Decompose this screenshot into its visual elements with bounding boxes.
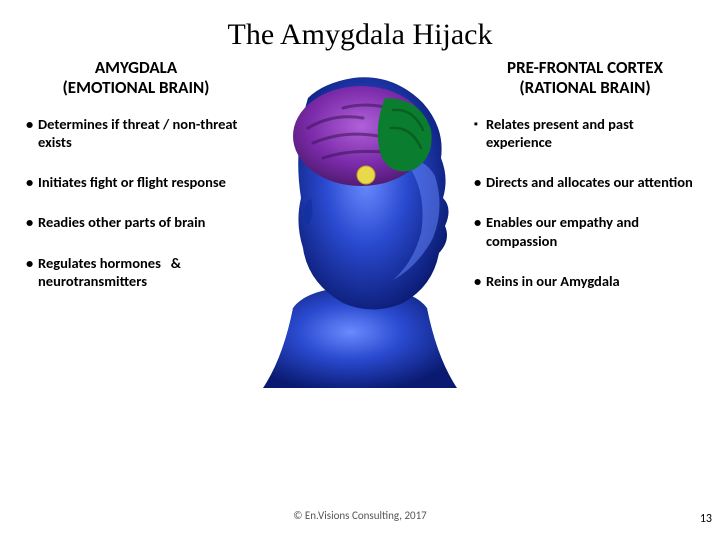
brain-head-illustration — [253, 58, 467, 388]
list-item: Initiates fight or flight response — [26, 173, 246, 191]
content-area: AMYGDALA (EMOTIONAL BRAIN) Determines if… — [0, 58, 720, 488]
amygdala-heading: AMYGDALA (EMOTIONAL BRAIN) — [26, 58, 246, 97]
heading-line: (RATIONAL BRAIN) — [519, 77, 650, 98]
amygdala-dot — [357, 166, 375, 184]
slide-title: The Amygdala Hijack — [0, 0, 720, 52]
right-column: PRE-FRONTAL CORTEX (RATIONAL BRAIN) Rela… — [474, 58, 696, 312]
left-column: AMYGDALA (EMOTIONAL BRAIN) Determines if… — [26, 58, 246, 312]
copyright-footer: © En.Visions Consulting, 2017 — [0, 509, 720, 522]
list-item: Enables our empathy and compassion — [474, 213, 696, 249]
heading-line: PRE-FRONTAL CORTEX — [507, 57, 663, 78]
list-item: Reins in our Amygdala — [474, 272, 696, 290]
list-item: Directs and allocates our attention — [474, 173, 696, 191]
heading-line: AMYGDALA — [95, 57, 177, 78]
list-item: Determines if threat / non-threat exists — [26, 115, 246, 151]
list-item: Readies other parts of brain — [26, 213, 246, 231]
prefrontal-bullets: Relates present and past experience Dire… — [474, 115, 696, 290]
heading-line: (EMOTIONAL BRAIN) — [63, 77, 210, 98]
page-number: 13 — [700, 512, 712, 526]
prefrontal-heading: PRE-FRONTAL CORTEX (RATIONAL BRAIN) — [474, 58, 696, 97]
list-item: Regulates hormones & neurotransmitters — [26, 254, 246, 290]
list-item: Relates present and past experience — [474, 115, 696, 151]
head-svg — [253, 58, 467, 388]
amygdala-bullets: Determines if threat / non-threat exists… — [26, 115, 246, 290]
